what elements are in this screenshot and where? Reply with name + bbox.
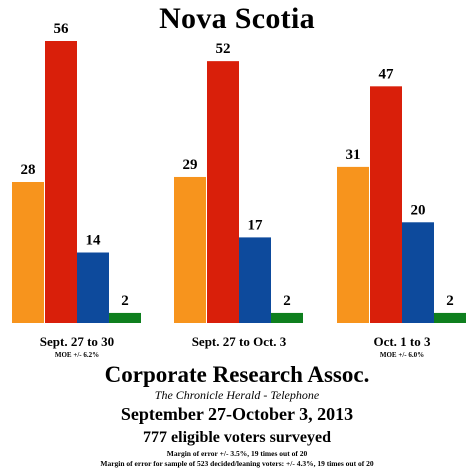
bar — [239, 237, 271, 323]
margin-of-error-subsample-note: Margin of error for sample of 523 decide… — [100, 459, 374, 468]
bar — [434, 312, 466, 323]
bar — [77, 252, 109, 323]
data-label: 17 — [248, 217, 264, 233]
sponsor-text: The Chronicle Herald - Telephone — [154, 388, 320, 402]
bar — [402, 222, 434, 323]
sample-size: 777 eligible voters surveyed — [143, 429, 331, 446]
bar — [12, 182, 44, 323]
data-label: 28 — [21, 162, 36, 178]
category-label: Oct. 1 to 3 — [373, 334, 431, 349]
bar-chart: 28 56 14 2 Sept. 27 to 30 MOE +/- 6.2% 29 52 17 2… — [12, 21, 466, 359]
bar — [337, 166, 369, 323]
data-label: 14 — [86, 233, 102, 249]
data-label: 29 — [183, 157, 198, 173]
survey-dates: September 27-October 3, 2013 — [120, 404, 354, 424]
data-label: 2 — [446, 293, 454, 309]
category-label: Sept. 27 to Oct. 3 — [192, 334, 287, 349]
data-label: 52 — [216, 41, 231, 57]
data-label: 31 — [346, 147, 361, 163]
pollster-name: Corporate Research Assoc. — [104, 362, 370, 387]
chart-title: Nova Scotia — [159, 2, 315, 35]
data-label: 20 — [411, 202, 426, 218]
margin-of-error-note: Margin of error +/- 3.5%, 19 times out o… — [166, 449, 308, 458]
bar — [207, 61, 239, 324]
data-label: 2 — [283, 293, 291, 309]
bar — [109, 312, 141, 323]
category-note: MOE +/- 6.0% — [380, 351, 424, 359]
data-label: 56 — [54, 21, 70, 37]
bar — [174, 176, 206, 323]
bar — [271, 312, 303, 323]
category-label: Sept. 27 to 30 — [40, 334, 114, 349]
data-label: 2 — [121, 293, 129, 309]
category-note: MOE +/- 6.2% — [55, 351, 99, 359]
bar — [370, 86, 402, 323]
bar — [45, 41, 77, 323]
data-label: 47 — [379, 66, 395, 82]
